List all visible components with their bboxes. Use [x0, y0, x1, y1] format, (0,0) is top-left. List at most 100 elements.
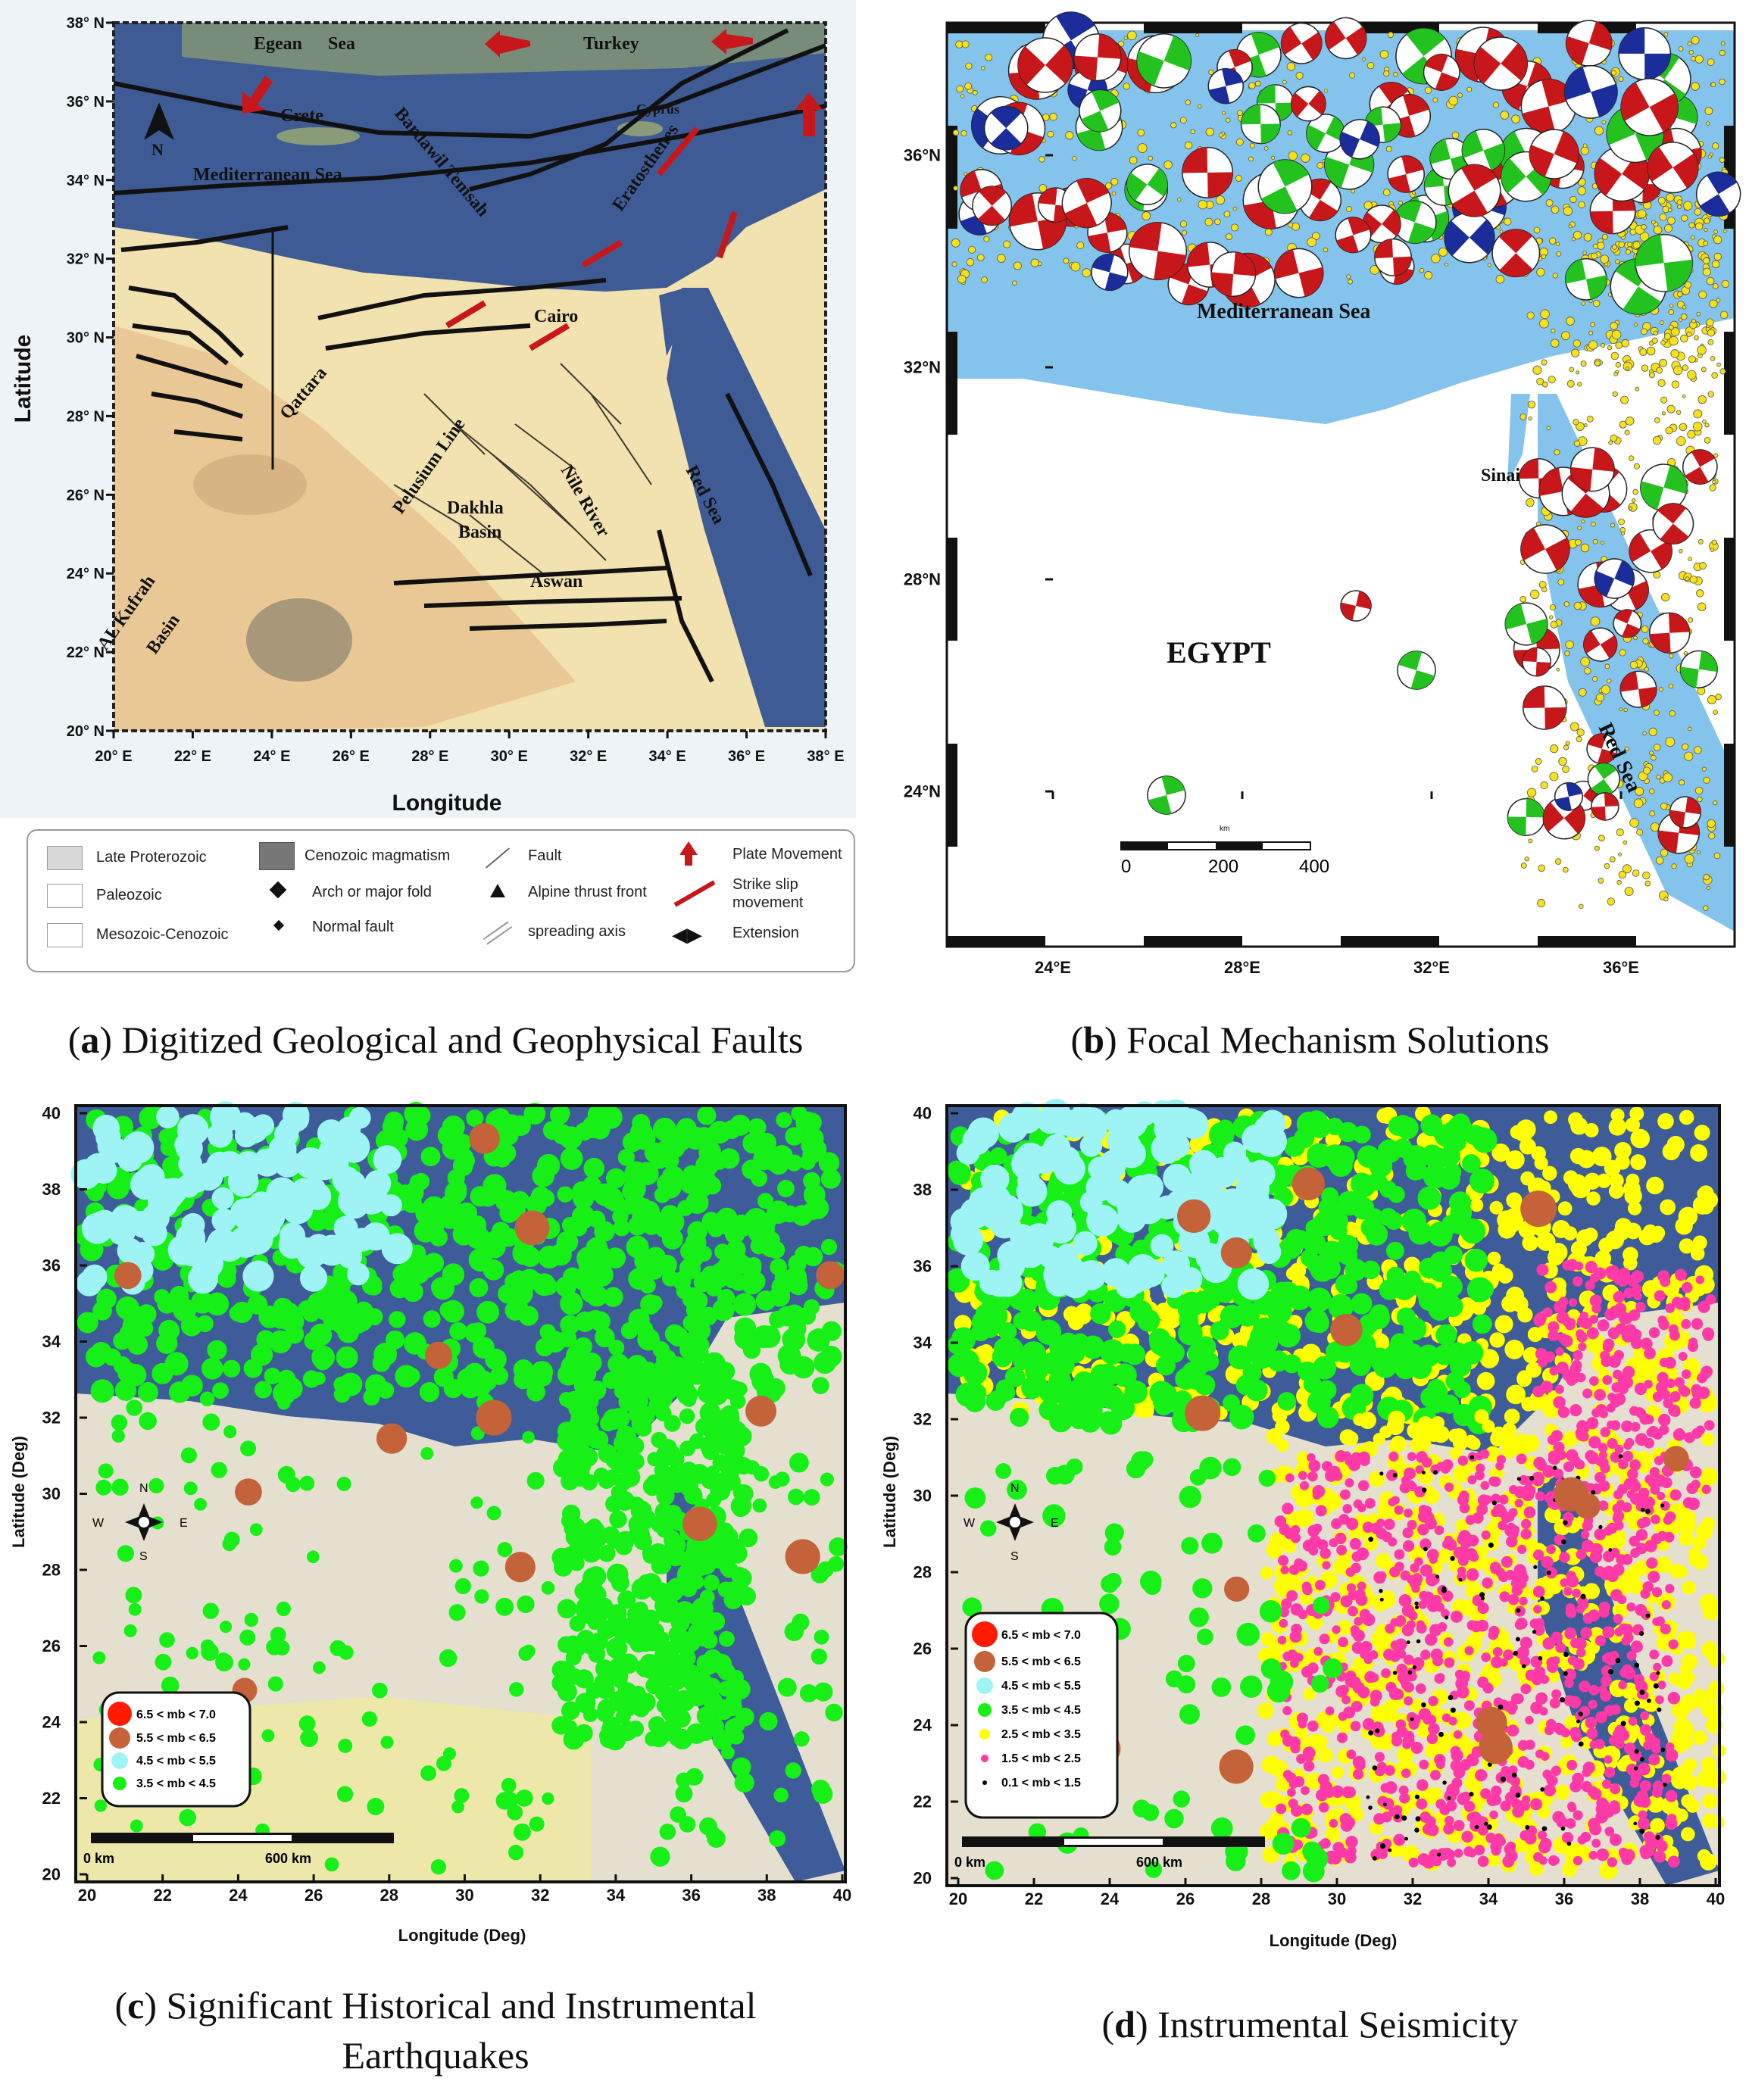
quake-marker	[77, 1312, 98, 1334]
quake-marker	[568, 1359, 588, 1378]
quake-dot	[1536, 267, 1545, 277]
quake-dot	[1609, 856, 1616, 863]
quake-marker	[1257, 1240, 1282, 1265]
quake-dot	[1644, 666, 1649, 672]
caption-a: (a) Digitized Geological and Geophysical…	[67, 1019, 804, 1061]
quake-marker	[211, 1208, 236, 1233]
quake-marker	[1377, 1139, 1402, 1163]
quake-marker	[1420, 1538, 1432, 1550]
quake-marker	[777, 1180, 795, 1197]
panel-c-map: N E S W 0 km 600 km 6.5 < mb < 7.0 5.5 <…	[9, 1101, 851, 1945]
quake-marker	[1609, 1173, 1624, 1188]
thrust-icon	[490, 884, 505, 897]
quake-marker	[111, 1414, 128, 1431]
quake-dot	[1654, 417, 1660, 423]
quake-dot	[1557, 579, 1565, 586]
quake-marker	[470, 1322, 487, 1339]
quake-dot	[1226, 117, 1231, 123]
quake-marker	[207, 1122, 233, 1148]
quake-dot	[1680, 313, 1688, 320]
quake-marker	[519, 1268, 541, 1290]
quake-marker	[711, 1653, 732, 1675]
quake-dot	[1615, 259, 1620, 264]
quake-marker	[1614, 1141, 1632, 1159]
quake-dot	[1703, 905, 1709, 911]
quake-marker	[640, 1658, 661, 1679]
beachball	[1273, 248, 1324, 298]
quake-marker	[1110, 1392, 1130, 1413]
fault-lines	[113, 28, 827, 683]
quake-marker	[123, 1363, 147, 1387]
quake-marker	[464, 1222, 487, 1246]
quake-marker	[682, 1315, 700, 1331]
quake-marker	[1682, 1580, 1696, 1595]
quake-dot	[1707, 154, 1712, 159]
quake-marker	[706, 1718, 724, 1736]
quake-marker	[588, 1210, 606, 1228]
quake-dot	[1549, 604, 1557, 611]
quake-dot	[1719, 78, 1726, 86]
quake-marker	[689, 1623, 705, 1640]
quake-marker	[476, 1300, 500, 1324]
quake-marker	[676, 1772, 692, 1788]
quake-marker	[178, 1152, 202, 1177]
beachball	[1594, 558, 1635, 599]
quake-dot	[1205, 127, 1214, 136]
quake-marker	[1450, 1201, 1473, 1224]
c-leg-0: 6.5 < mb < 7.0	[136, 1708, 216, 1721]
quake-dot	[1604, 863, 1610, 869]
quake-marker	[617, 1682, 637, 1702]
quake-marker	[620, 1440, 639, 1460]
quake-marker	[664, 1530, 680, 1546]
quake-marker	[419, 1381, 440, 1403]
quake-marker	[1444, 1245, 1463, 1265]
quake-marker	[90, 1342, 112, 1364]
quake-marker	[818, 1152, 840, 1174]
quake-dot	[1111, 191, 1117, 196]
quake-dot	[1707, 391, 1714, 398]
quake-dot	[1679, 779, 1685, 786]
quake-marker	[205, 1292, 230, 1316]
quake-dot	[1598, 878, 1604, 884]
quake-marker	[659, 1722, 675, 1738]
quake-dot	[1710, 548, 1715, 552]
quake-dot	[1563, 601, 1569, 607]
quake-marker	[1337, 1620, 1353, 1636]
quake-marker	[569, 1415, 586, 1431]
beachball	[1207, 68, 1244, 105]
quake-dot	[1580, 146, 1589, 155]
quake-dot	[1383, 70, 1390, 77]
quake-dot	[1701, 766, 1707, 772]
quake-marker	[1388, 1497, 1397, 1507]
quake-dot	[1651, 337, 1658, 344]
quake-dot	[1676, 410, 1682, 415]
quake-marker	[238, 1658, 251, 1671]
quake-marker	[1098, 1151, 1126, 1180]
quake-marker	[1681, 1653, 1697, 1671]
quake-marker	[1209, 1122, 1235, 1148]
quake-marker	[1482, 1419, 1495, 1433]
beachball	[1128, 222, 1188, 281]
quake-marker	[720, 1561, 739, 1578]
quake-marker	[522, 1644, 536, 1658]
beachball	[1306, 114, 1345, 153]
beachball	[1257, 159, 1313, 214]
quake-dot	[1651, 220, 1656, 225]
label-cairo: Cairo	[534, 307, 578, 326]
quake-marker	[765, 1378, 785, 1398]
quake-dot	[1613, 372, 1619, 376]
quake-marker	[403, 1367, 420, 1384]
quake-dot	[1657, 379, 1666, 387]
beachball	[1583, 627, 1618, 662]
quake-marker	[1361, 1260, 1381, 1280]
quake-marker	[1010, 1407, 1029, 1428]
quake-dot	[1707, 885, 1711, 890]
quake-dot	[1697, 850, 1701, 855]
quake-marker	[1128, 1177, 1154, 1203]
compass-e: E	[180, 1517, 188, 1530]
quake-dot	[1716, 298, 1721, 303]
quake-dot	[1593, 299, 1601, 307]
quake-marker	[735, 1218, 751, 1235]
quake-dot	[981, 276, 988, 283]
x-tick-label: 28° E	[411, 748, 448, 765]
